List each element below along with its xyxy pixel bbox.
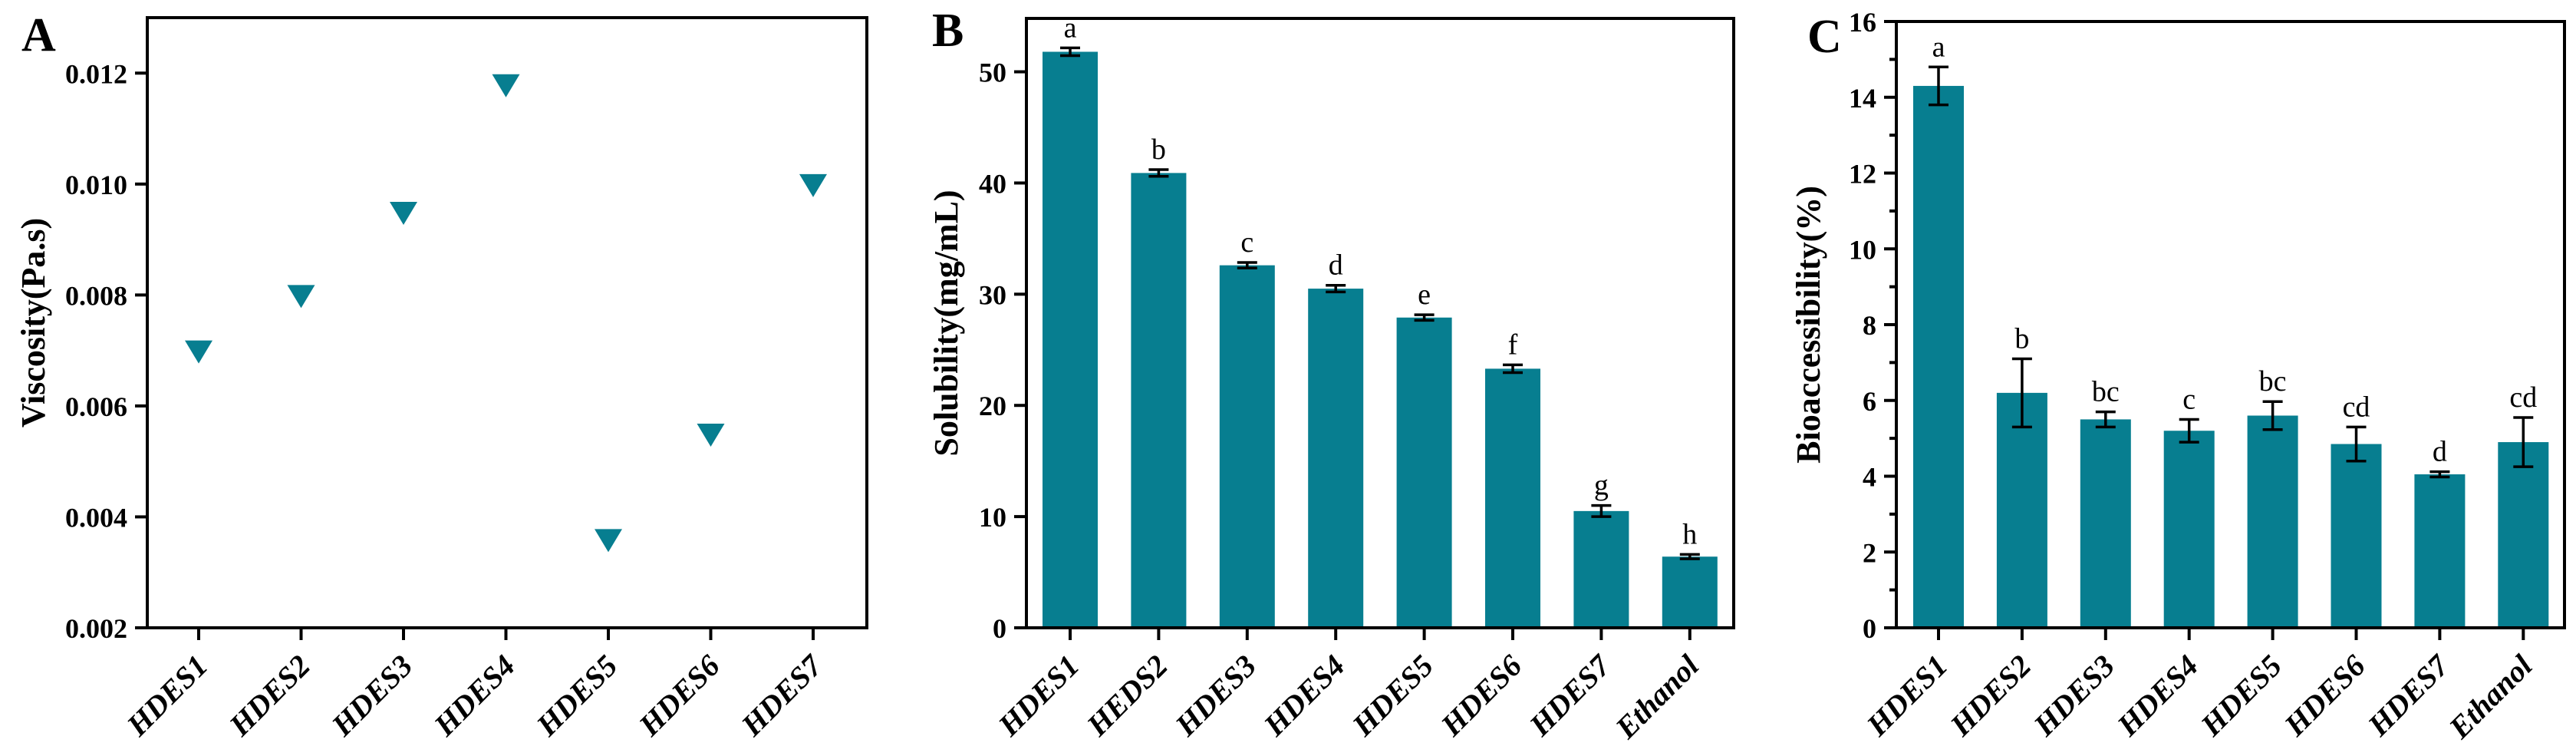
panel-letter-A: A — [21, 9, 56, 61]
x-category-label: HDES5 — [2193, 649, 2288, 744]
significance-letter: h — [1682, 518, 1697, 550]
y-tick-label: 10 — [979, 502, 1006, 533]
x-category-label: HDES1 — [120, 649, 215, 744]
bar-HDES6 — [1485, 368, 1540, 628]
x-category-label: HDES3 — [324, 649, 420, 744]
bar-HDES4 — [2163, 431, 2215, 628]
scatter-marker-HDES4 — [492, 74, 520, 97]
x-category-label: HDES3 — [1168, 649, 1263, 744]
x-category-label: HDES4 — [427, 649, 522, 744]
significance-letter: c — [1240, 226, 1253, 259]
bar-HDES1 — [1913, 85, 1964, 628]
y-tick-label: 0 — [993, 613, 1006, 644]
x-category-label: HDES2 — [1943, 649, 2038, 744]
x-category-label: HDES3 — [2026, 649, 2121, 744]
y-tick-label: 30 — [979, 279, 1006, 310]
y-tick-label: 8 — [1863, 310, 1876, 341]
scatter-marker-HDES5 — [595, 529, 622, 553]
bar-HDES3 — [2080, 419, 2131, 628]
significance-letter: f — [1508, 328, 1518, 361]
scatter-marker-HDES2 — [287, 285, 315, 309]
significance-letter: a — [1932, 31, 1945, 63]
bar-HDES4 — [1308, 289, 1364, 628]
bar-HDES2 — [1996, 392, 2047, 628]
bar-HDES1 — [1043, 51, 1098, 628]
bar-Ethanol — [2498, 442, 2549, 628]
y-tick-label: 50 — [979, 58, 1006, 88]
y-axis-title: Solubility(mg/mL) — [927, 190, 965, 456]
scatter-marker-HDES7 — [799, 173, 827, 197]
x-category-label: HEDS2 — [1079, 649, 1174, 744]
axes-frame — [1025, 17, 1735, 629]
y-tick-label: 0.004 — [65, 502, 127, 533]
x-category-label: HDES1 — [1860, 649, 1955, 744]
significance-letter: cd — [2343, 391, 2370, 423]
y-tick-label: 10 — [1849, 234, 1876, 265]
significance-letter: e — [1418, 279, 1431, 311]
significance-letter: bc — [2259, 365, 2287, 398]
y-tick-label: 2 — [1863, 537, 1876, 568]
significance-letter: d — [1329, 249, 1343, 282]
bar-HDES5 — [2247, 415, 2298, 628]
significance-letter: d — [2433, 436, 2447, 468]
significance-letter: b — [2014, 322, 2029, 355]
scatter-marker-HDES3 — [390, 201, 417, 225]
significance-letter: b — [1151, 134, 1166, 166]
y-tick-label: 20 — [979, 391, 1006, 421]
y-tick-label: 40 — [979, 168, 1006, 199]
x-category-label: HDES6 — [2277, 649, 2372, 744]
x-category-label: HDES6 — [631, 649, 726, 744]
x-category-label: HDES2 — [222, 649, 317, 744]
bar-HEDS2 — [1131, 173, 1187, 628]
x-category-label: HDES4 — [1257, 649, 1352, 744]
bar-Ethanol — [1662, 556, 1718, 628]
y-tick-label: 16 — [1849, 7, 1876, 38]
axes-frame — [146, 16, 868, 629]
y-tick-label: 0.010 — [65, 170, 127, 200]
x-category-label: HDES7 — [2360, 647, 2456, 743]
bar-HDES5 — [1396, 317, 1452, 628]
x-category-label: HDES5 — [529, 649, 624, 744]
y-tick-label: 0.012 — [65, 58, 127, 89]
y-tick-label: 0.008 — [65, 280, 127, 311]
significance-letter: c — [2182, 383, 2196, 415]
y-tick-label: 14 — [1849, 83, 1876, 114]
bar-HDES3 — [1219, 265, 1275, 628]
significance-letter: a — [1064, 12, 1077, 44]
significance-letter: g — [1594, 470, 1609, 502]
y-tick-label: 6 — [1863, 386, 1876, 417]
x-category-label: Ethanol — [2442, 648, 2539, 745]
x-category-label: Ethanol — [1608, 648, 1705, 745]
y-axis-title: Viscosity(Pa.s) — [15, 218, 52, 427]
y-tick-label: 12 — [1849, 159, 1876, 190]
bar-HDES7 — [2414, 474, 2466, 628]
panel-letter-B: B — [932, 5, 964, 57]
scatter-marker-HDES6 — [697, 424, 725, 447]
bar-HDES7 — [1573, 510, 1629, 628]
x-category-label: HDES4 — [2110, 649, 2205, 744]
x-category-label: HDES7 — [1522, 647, 1618, 743]
significance-letter: bc — [2092, 376, 2120, 408]
x-category-label: HDES1 — [991, 649, 1086, 744]
panel-letter-C: C — [1807, 11, 1842, 63]
x-category-label: HDES7 — [734, 647, 830, 743]
y-tick-label: 0.002 — [65, 613, 127, 644]
scatter-marker-HDES1 — [185, 340, 212, 364]
bar-HDES6 — [2331, 444, 2382, 628]
x-category-label: HDES6 — [1434, 649, 1529, 744]
significance-letter: cd — [2509, 381, 2537, 414]
y-axis-title: Bioaccessibility(%) — [1790, 186, 1827, 464]
y-tick-label: 4 — [1863, 462, 1876, 493]
y-tick-label: 0.006 — [65, 391, 127, 422]
x-category-label: HDES5 — [1345, 649, 1440, 744]
y-tick-label: 0 — [1863, 613, 1876, 644]
